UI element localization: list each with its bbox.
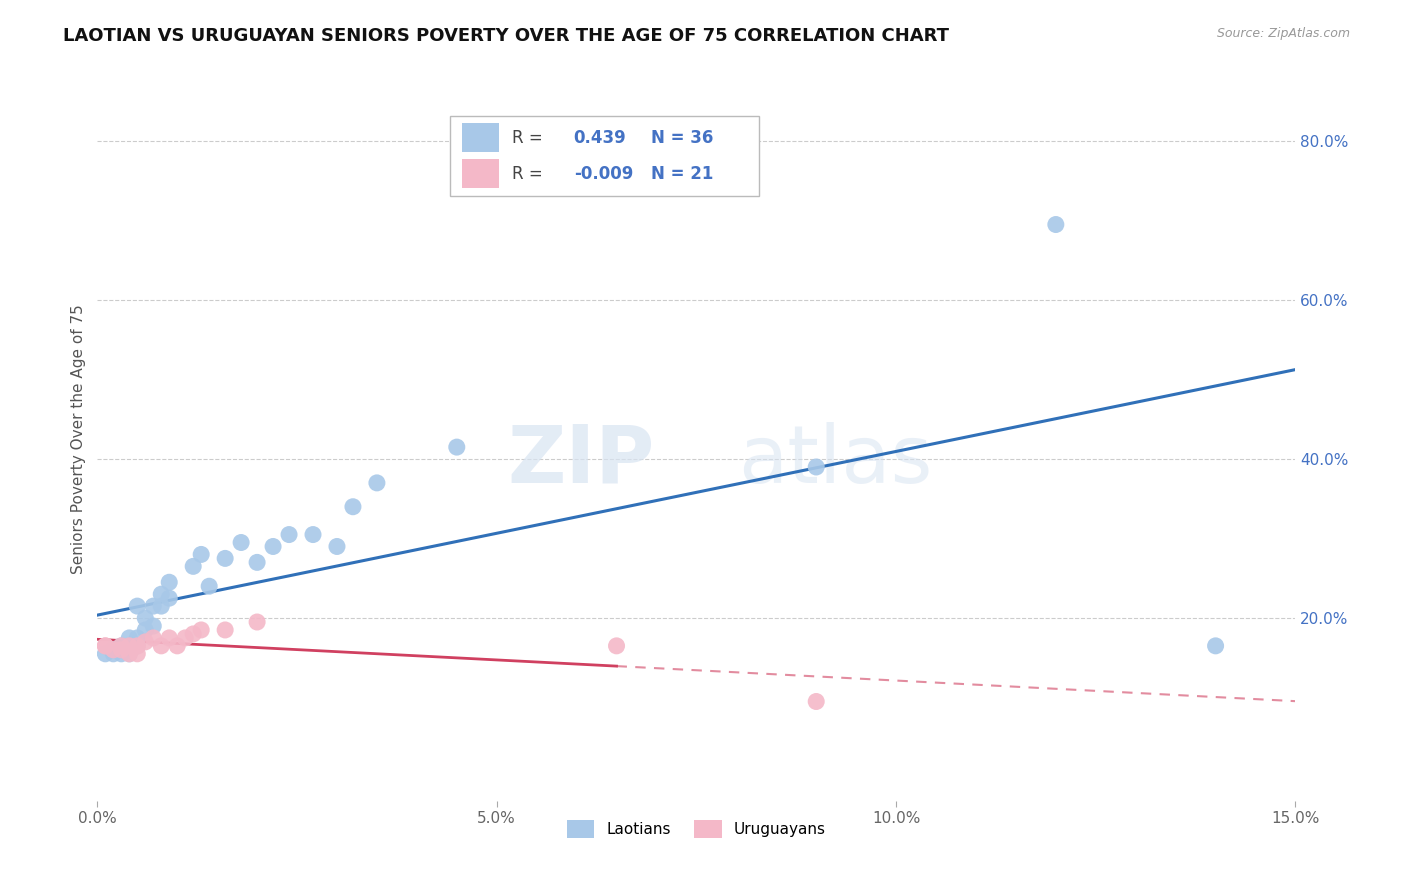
Text: N = 36: N = 36	[651, 128, 713, 146]
Point	[103, 643, 125, 657]
Point	[174, 631, 197, 645]
Point	[118, 639, 141, 653]
Text: 0.439: 0.439	[574, 128, 627, 146]
Point	[118, 647, 141, 661]
Point	[326, 540, 349, 554]
Point	[94, 639, 117, 653]
Point	[110, 643, 132, 657]
Point	[806, 460, 828, 475]
Y-axis label: Seniors Poverty Over the Age of 75: Seniors Poverty Over the Age of 75	[72, 304, 86, 574]
Point	[229, 535, 252, 549]
Point	[134, 623, 156, 637]
Text: N = 21: N = 21	[651, 165, 713, 183]
FancyBboxPatch shape	[463, 160, 499, 188]
Point	[198, 579, 221, 593]
Point	[246, 615, 269, 629]
Point	[110, 639, 132, 653]
Point	[134, 635, 156, 649]
Point	[103, 643, 125, 657]
Point	[118, 631, 141, 645]
Point	[157, 591, 180, 606]
Point	[278, 527, 301, 541]
Point	[150, 639, 173, 653]
FancyBboxPatch shape	[450, 116, 759, 196]
Point	[142, 599, 165, 613]
Point	[1205, 639, 1227, 653]
Point	[94, 639, 117, 653]
Text: -0.009: -0.009	[574, 165, 633, 183]
Point	[214, 623, 236, 637]
Point	[110, 639, 132, 653]
Point	[806, 694, 828, 708]
Point	[118, 647, 141, 661]
Point	[446, 440, 468, 454]
Point	[142, 631, 165, 645]
Point	[166, 639, 188, 653]
FancyBboxPatch shape	[463, 123, 499, 152]
Point	[190, 623, 212, 637]
Point	[302, 527, 325, 541]
Point	[127, 647, 149, 661]
Text: LAOTIAN VS URUGUAYAN SENIORS POVERTY OVER THE AGE OF 75 CORRELATION CHART: LAOTIAN VS URUGUAYAN SENIORS POVERTY OVE…	[63, 27, 949, 45]
Point	[110, 647, 132, 661]
Point	[181, 559, 204, 574]
Point	[110, 643, 132, 657]
Point	[157, 631, 180, 645]
Point	[94, 647, 117, 661]
Point	[262, 540, 284, 554]
Point	[142, 619, 165, 633]
Point	[246, 555, 269, 569]
Point	[190, 548, 212, 562]
Point	[181, 627, 204, 641]
Point	[134, 611, 156, 625]
Point	[127, 631, 149, 645]
Text: R =: R =	[512, 165, 543, 183]
Point	[127, 639, 149, 653]
Point	[366, 475, 388, 490]
Legend: Laotians, Uruguayans: Laotians, Uruguayans	[561, 814, 832, 844]
Point	[150, 587, 173, 601]
Text: R =: R =	[512, 128, 543, 146]
Text: Source: ZipAtlas.com: Source: ZipAtlas.com	[1216, 27, 1350, 40]
Point	[150, 599, 173, 613]
Text: atlas: atlas	[738, 422, 932, 500]
Point	[127, 639, 149, 653]
Point	[103, 647, 125, 661]
Point	[127, 599, 149, 613]
Point	[342, 500, 364, 514]
Point	[157, 575, 180, 590]
Point	[214, 551, 236, 566]
Point	[1045, 218, 1067, 232]
Point	[118, 639, 141, 653]
Point	[606, 639, 628, 653]
Text: ZIP: ZIP	[508, 422, 654, 500]
